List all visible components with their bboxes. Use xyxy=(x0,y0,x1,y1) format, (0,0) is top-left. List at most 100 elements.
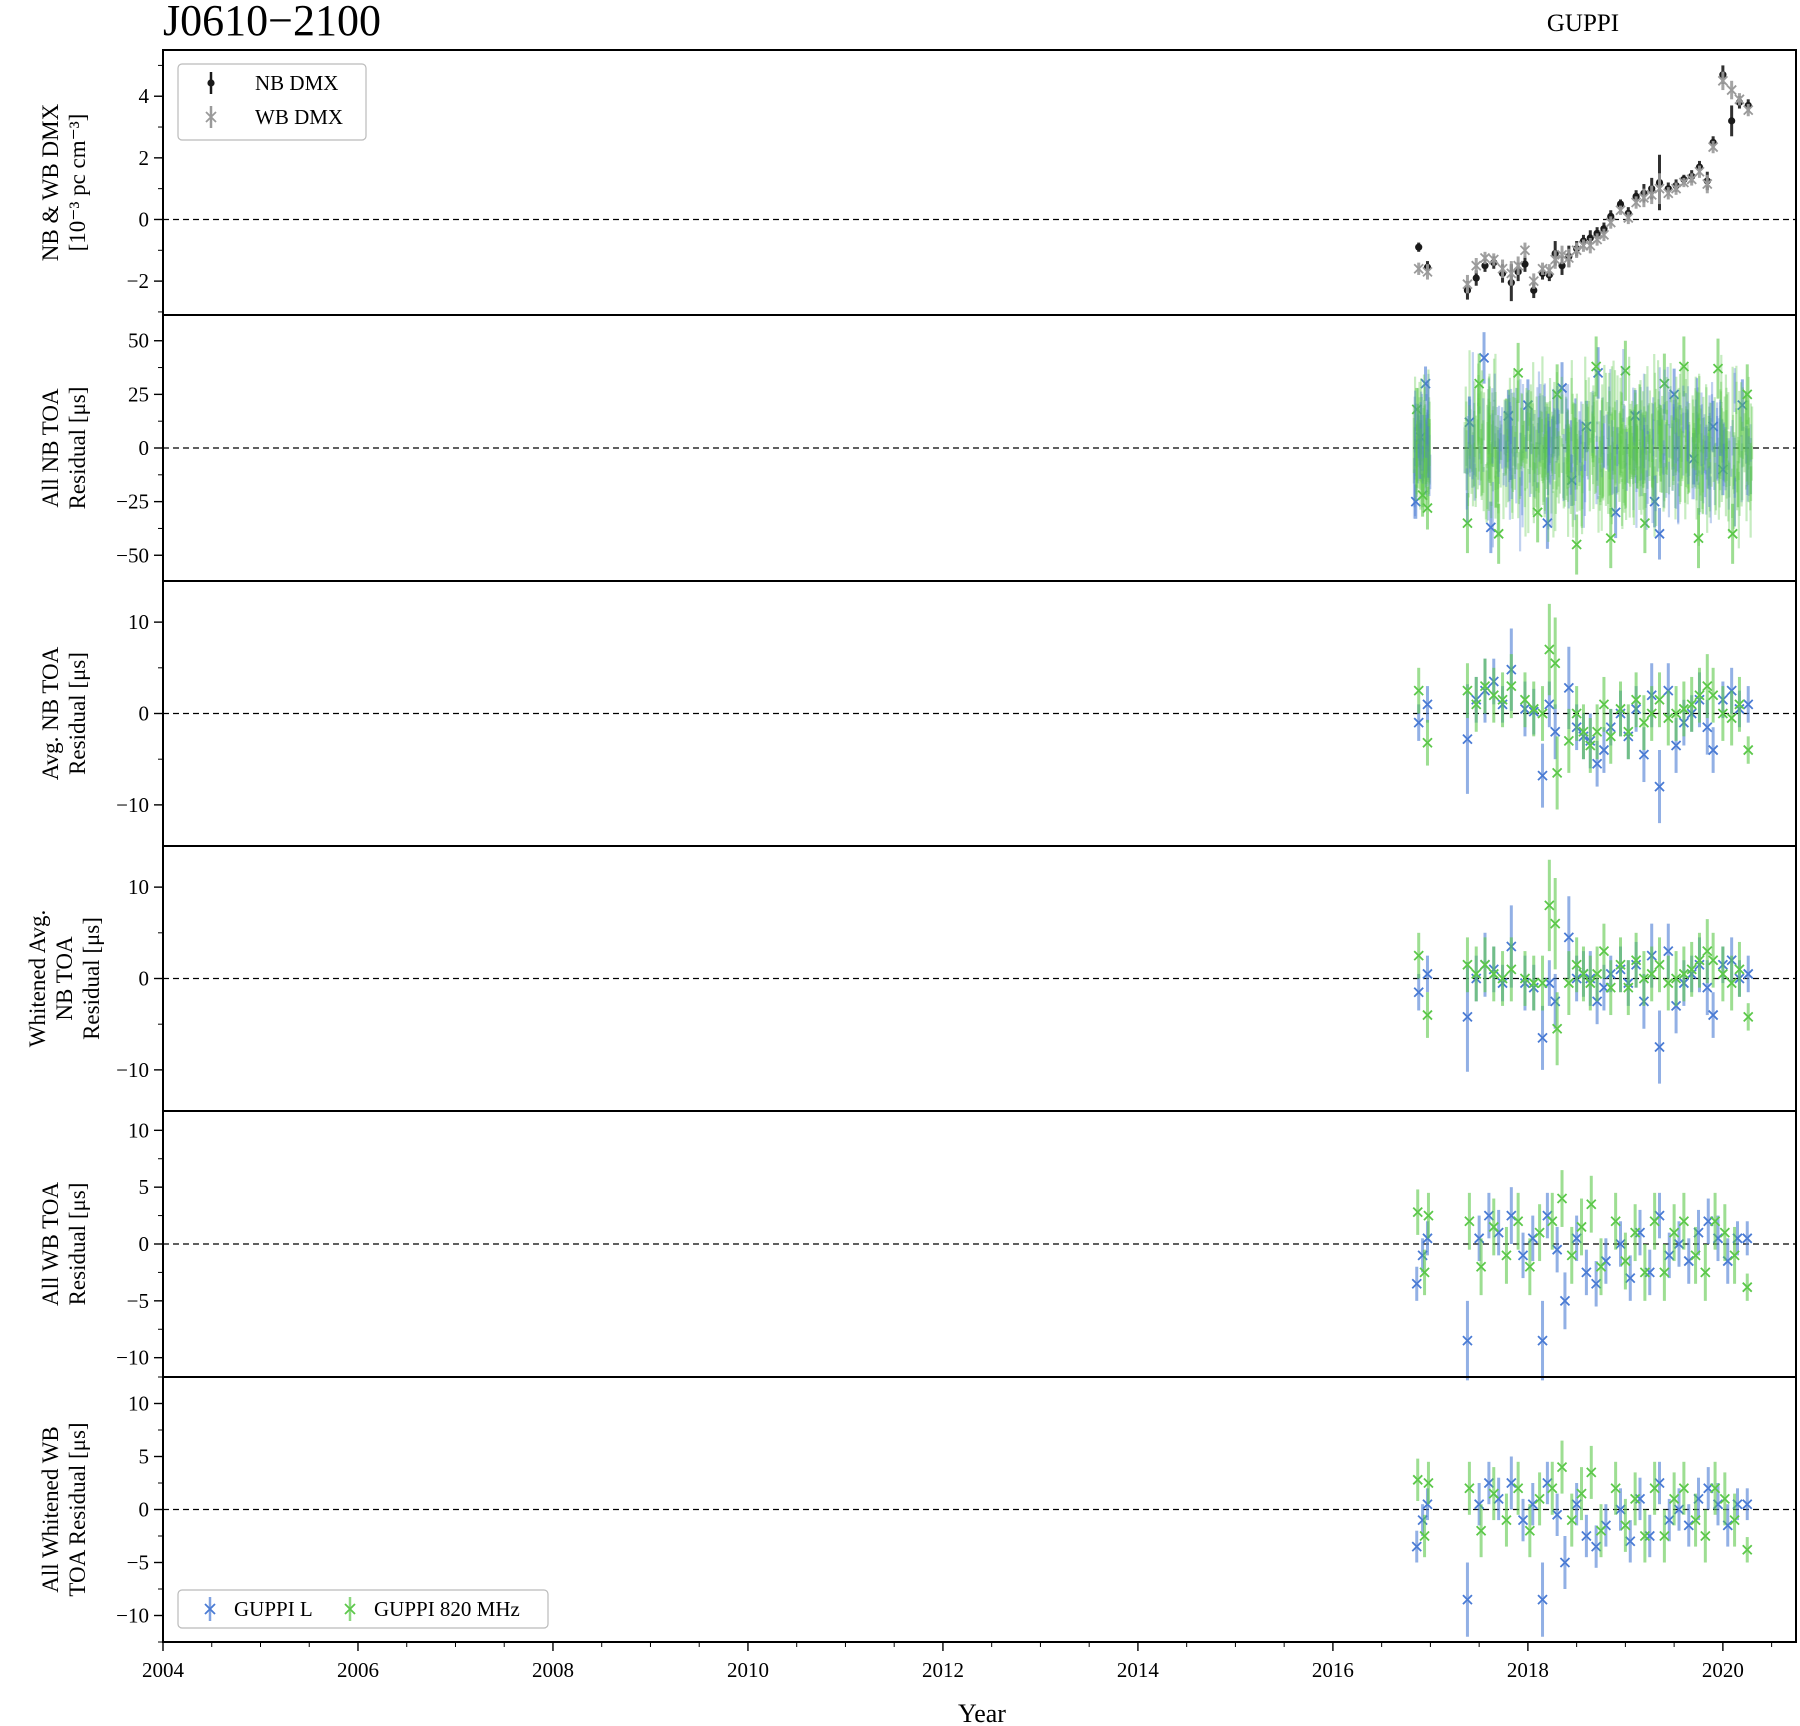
marker-point-22 xyxy=(1615,205,1626,216)
marker-point-29 xyxy=(1742,1544,1753,1555)
marker-point-28 xyxy=(1670,708,1682,719)
marker-point-13 xyxy=(1552,767,1563,779)
marker-point-17 xyxy=(1712,363,1724,374)
x-tick-label: 2014 xyxy=(1117,1658,1160,1682)
marker-point-18 xyxy=(1630,1493,1641,1505)
marker-point-26 xyxy=(1663,685,1674,696)
marker-point-33 xyxy=(1707,690,1719,701)
marker-point-25 xyxy=(1654,781,1665,792)
marker-point-22 xyxy=(1623,726,1634,737)
marker-point-20 xyxy=(1598,229,1610,241)
marker-point-19 xyxy=(1639,1267,1651,1278)
marker-point-16 xyxy=(1591,1541,1602,1552)
marker-point-9 xyxy=(1571,539,1582,550)
x-tick-label: 2010 xyxy=(727,1658,769,1682)
marker-point-11 xyxy=(1556,1193,1568,1204)
y-axis-label: All Whitened WB xyxy=(38,1426,63,1593)
marker-point-33 xyxy=(1702,178,1713,190)
y-tick-label: −5 xyxy=(127,1289,149,1313)
panel-4: −10 0 10 Whitened Avg. NB TOA Residual [μs] xyxy=(25,845,1797,1112)
marker-point-27 xyxy=(1670,740,1682,751)
marker-point-1 xyxy=(1422,1009,1433,1021)
marker-point-23 xyxy=(1678,1483,1690,1494)
marker-point-14 xyxy=(1630,410,1641,421)
marker-point-26 xyxy=(1654,694,1665,705)
y-tick-label: 0 xyxy=(139,702,150,726)
marker-point-32 xyxy=(1694,166,1705,177)
marker-point-24 xyxy=(1673,1238,1685,1250)
marker-point-26 xyxy=(1663,945,1674,957)
x-tick-label: 2006 xyxy=(337,1658,379,1682)
y-tick-label: 0 xyxy=(139,967,150,991)
panel-1: −2 0 2 4 NB & WB DMX [10⁻³ pc cm⁻³] xyxy=(38,49,1797,316)
chart-title: J0610−2100 xyxy=(163,0,381,45)
marker-point-4 xyxy=(1479,252,1491,264)
y-tick-label: −10 xyxy=(116,793,149,817)
marker-point-9 xyxy=(1528,977,1539,989)
marker-point-22 xyxy=(1668,1493,1680,1505)
marker-point-5 xyxy=(1488,968,1499,980)
marker-point-0 xyxy=(1411,404,1422,415)
y-axis-label: Residual [μs] xyxy=(65,1183,90,1306)
y-tick-label: 0 xyxy=(139,436,150,460)
x-axis: 2004 2006 2008 2010 2012 2014 2016 2018 2020 xyxy=(142,1642,1773,1682)
marker-point-0 xyxy=(1412,1207,1423,1218)
marker-point-3 xyxy=(1472,274,1480,282)
legend-dmx: NB DMX WB DMX xyxy=(177,63,367,141)
marker-point-27 xyxy=(1663,977,1674,989)
marker-point-10 xyxy=(1537,977,1548,989)
marker-point-15 xyxy=(1563,252,1574,264)
marker-point-14 xyxy=(1659,378,1670,389)
marker-point-5 xyxy=(1483,1477,1495,1489)
marker-point-2 xyxy=(1422,502,1433,514)
marker-point-34 xyxy=(1717,708,1729,719)
marker-point-14 xyxy=(1563,735,1574,747)
marker-point-7 xyxy=(1522,399,1534,411)
marker-point-0 xyxy=(1411,1541,1422,1552)
marker-point-2 xyxy=(1462,1011,1473,1023)
y-tick-label: −5 xyxy=(127,1551,149,1575)
marker-point-1 xyxy=(1417,490,1428,501)
marker-point-2 xyxy=(1422,1233,1433,1244)
marker-point-19 xyxy=(1625,1272,1636,1284)
marker-point-19 xyxy=(1625,1536,1636,1547)
marker-point-12 xyxy=(1566,1250,1577,1261)
marker-point-0 xyxy=(1413,950,1424,961)
marker-point-17 xyxy=(1620,1255,1631,1267)
marker-point-10 xyxy=(1537,1594,1548,1605)
marker-point-14 xyxy=(1586,1467,1597,1478)
marker-point-10 xyxy=(1547,1483,1558,1494)
y-tick-label: 5 xyxy=(139,1445,150,1469)
marker-point-7 xyxy=(1513,1216,1524,1227)
marker-point-36 xyxy=(1726,84,1737,96)
y-axis-label: [10⁻³ pc cm⁻³] xyxy=(65,114,90,252)
marker-point-20 xyxy=(1649,1216,1660,1227)
marker-point-1 xyxy=(1415,432,1426,443)
marker-point-9 xyxy=(1534,1493,1545,1505)
marker-point-8 xyxy=(1552,389,1563,400)
y-tick-label: 5 xyxy=(139,1175,150,1199)
marker-point-17 xyxy=(1591,758,1603,769)
marker-point-0 xyxy=(1415,243,1423,251)
marker-point-11 xyxy=(1544,699,1555,710)
marker-point-15 xyxy=(1581,1267,1592,1278)
marker-point-11 xyxy=(1605,532,1616,544)
y-tick-label: 50 xyxy=(128,329,149,353)
marker-point-0 xyxy=(1411,1278,1422,1289)
y-tick-label: −10 xyxy=(116,1346,149,1370)
panel-6: −10 −5 0 5 10 All Whitened WB TOA Residual [μs… xyxy=(38,1376,1797,1643)
dense-residual-cloud xyxy=(1412,348,1754,552)
marker-point-0 xyxy=(1412,1474,1423,1485)
marker-point-9 xyxy=(1519,245,1531,256)
marker-point-27 xyxy=(1654,183,1665,194)
marker-point-33 xyxy=(1707,955,1719,966)
marker-point-25 xyxy=(1646,968,1657,980)
x-axis-label: Year xyxy=(958,1699,1006,1726)
marker-point-28 xyxy=(1670,973,1682,984)
marker-point-34 xyxy=(1726,685,1737,696)
marker-point-3 xyxy=(1471,699,1482,710)
marker-point-4 xyxy=(1475,1261,1487,1272)
marker-point-3 xyxy=(1471,968,1482,980)
marker-point-32 xyxy=(1707,1009,1719,1021)
marker-point-3 xyxy=(1464,1216,1475,1227)
